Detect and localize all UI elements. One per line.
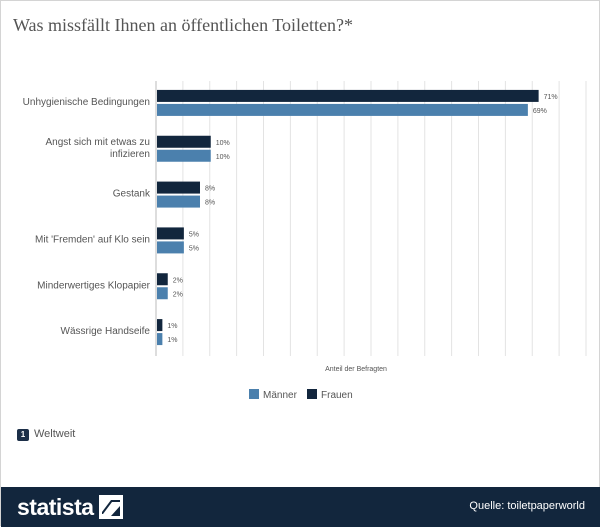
bar-männer (157, 287, 168, 300)
bar-frauen (157, 319, 163, 332)
category-label: Unhygienische Bedingungen (23, 97, 150, 108)
bar-frauen (157, 135, 211, 148)
legend-swatch (307, 389, 317, 399)
bar-männer (157, 195, 200, 208)
data-label: 1% (167, 323, 177, 330)
data-label: 71% (544, 94, 558, 101)
footer: statista Quelle: toiletpaperworld (1, 487, 600, 527)
data-label: 5% (189, 245, 199, 252)
legend-label: Männer (263, 390, 298, 401)
legend-swatch (249, 389, 259, 399)
data-label: 2% (173, 277, 183, 284)
category-label: Minderwertiges Klopapier (37, 280, 151, 291)
bar-männer (157, 333, 163, 346)
logo-text: statista (17, 493, 94, 520)
category-label: Gestank (113, 189, 151, 200)
category-label: Mit 'Fremden' auf Klo sein (35, 234, 150, 245)
data-label: 69% (533, 108, 547, 115)
data-label: 1% (167, 337, 177, 344)
bar-frauen (157, 181, 200, 194)
bar-männer (157, 149, 211, 162)
data-label: 8% (205, 186, 215, 193)
legend-label: Frauen (321, 390, 353, 401)
data-label: 10% (216, 140, 230, 147)
bar-frauen (157, 227, 184, 240)
category-label: Wässrige Handseife (61, 326, 151, 337)
source-text: Quelle: toiletpaperworld (469, 500, 585, 512)
data-label: 10% (216, 154, 230, 161)
data-label: 8% (205, 200, 215, 207)
data-label: 5% (189, 231, 199, 238)
chart: Unhygienische Bedingungen 71% 69% Angst sic… (23, 81, 587, 401)
data-label: 2% (173, 291, 183, 298)
bar-männer (157, 241, 184, 254)
bar-frauen (157, 89, 539, 102)
chart-title: Was missfällt Ihnen an öffentlichen Toil… (13, 15, 354, 35)
info-text: Weltweit (34, 428, 76, 440)
x-axis-label: Anteil der Befragten (325, 366, 387, 373)
statista-logo-icon (98, 495, 123, 519)
bar-männer (157, 103, 528, 116)
info-icon[interactable]: 1 (17, 429, 29, 441)
bar-frauen (157, 273, 168, 286)
category-label: Angst sich mit etwas zu infizieren (46, 137, 150, 160)
statista-logo[interactable]: statista (17, 493, 123, 521)
